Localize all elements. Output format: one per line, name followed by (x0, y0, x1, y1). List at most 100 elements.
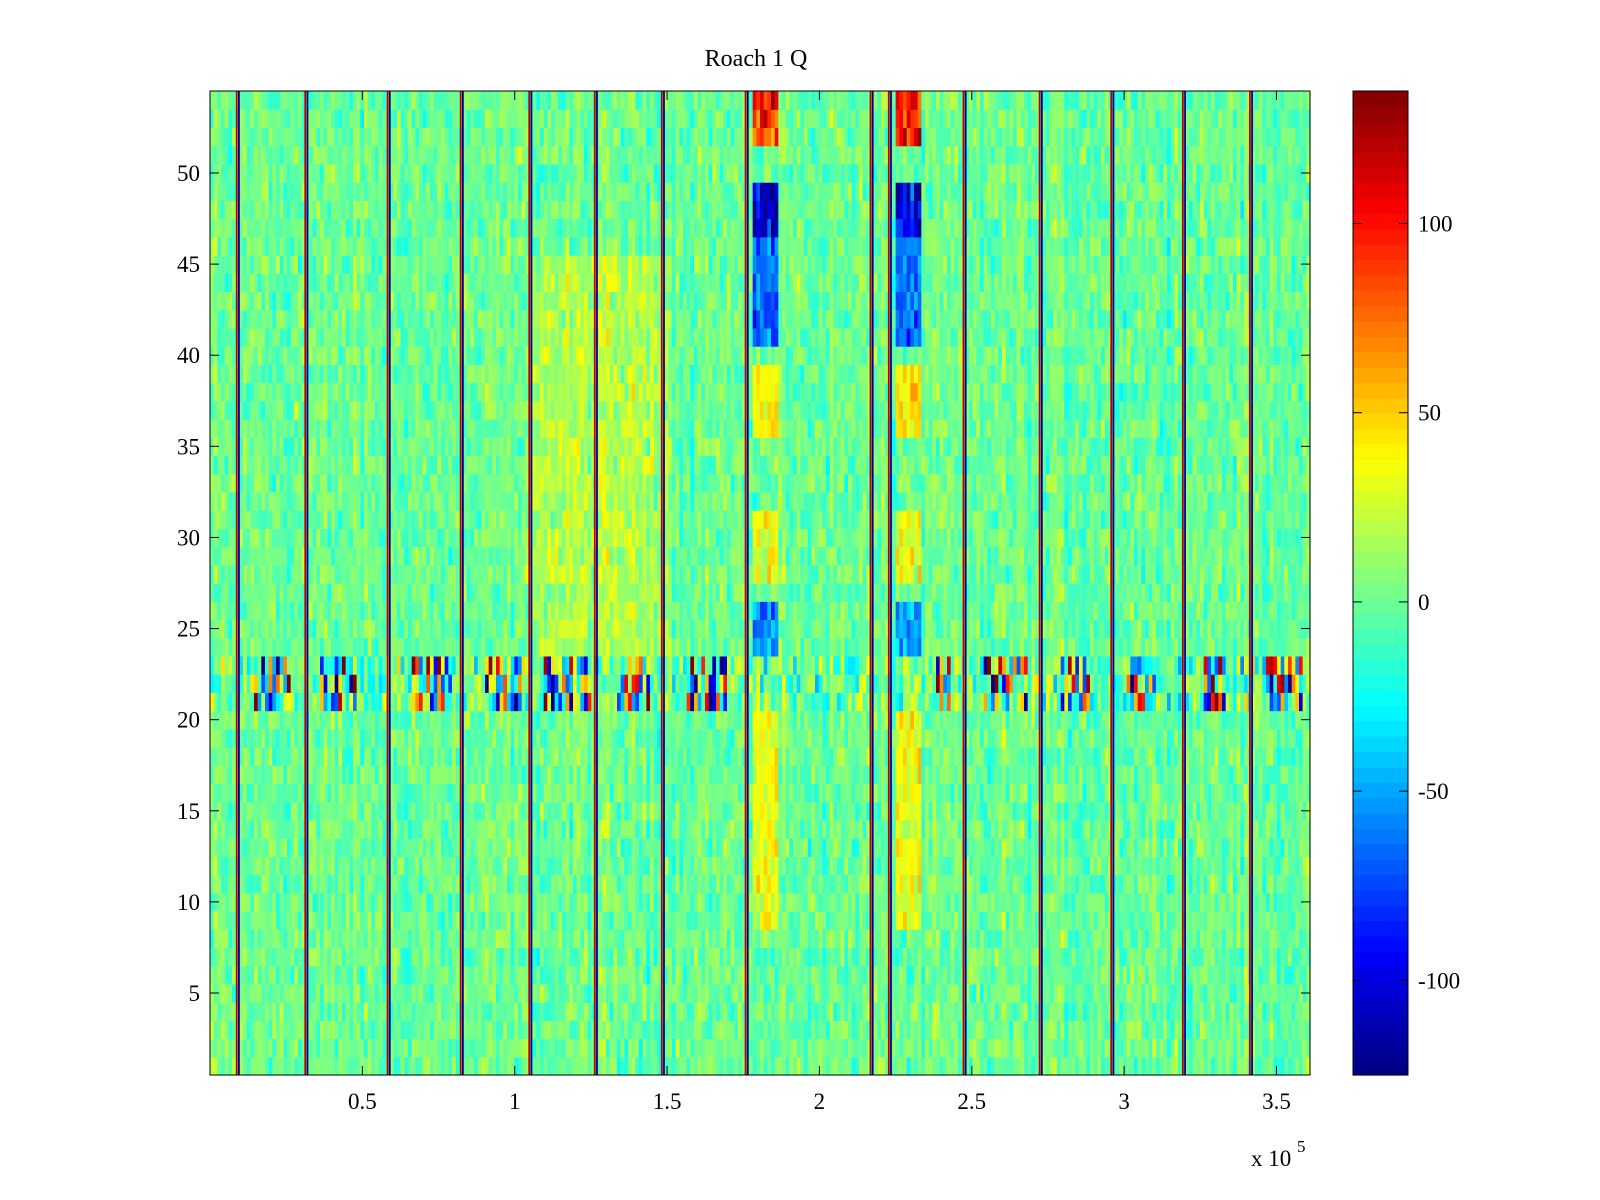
heatmap-cell (903, 929, 908, 949)
heatmap-cell (235, 1038, 240, 1058)
heatmap-cell (672, 783, 677, 803)
heatmap-cell (320, 783, 325, 803)
heatmap-cell (518, 783, 523, 803)
heatmap-cell (562, 819, 567, 839)
heatmap-cell (760, 801, 765, 821)
heatmap-cell (705, 819, 710, 839)
heatmap-cell (265, 1002, 270, 1021)
heatmap-cell (1086, 801, 1091, 821)
heatmap-cell (415, 1038, 420, 1058)
heatmap-cell (899, 783, 904, 803)
heatmap-cell (411, 983, 416, 1003)
heatmap-cell (474, 856, 479, 876)
heatmap-cell (1079, 965, 1084, 985)
heatmap-cell (767, 947, 772, 967)
heatmap-cell (969, 892, 974, 912)
heatmap-cell (972, 1056, 977, 1076)
heatmap-cell (811, 765, 816, 785)
heatmap-cell (811, 783, 816, 803)
heatmap-cell (1145, 965, 1150, 985)
heatmap-cell (807, 856, 812, 876)
heatmap-cell (617, 874, 622, 894)
heatmap-cell (1046, 874, 1051, 894)
heatmap-cell (448, 1020, 453, 1040)
heatmap-cell (903, 819, 908, 839)
heatmap-cell (851, 1038, 856, 1058)
heatmap-cell (734, 1020, 739, 1040)
heatmap-cell (965, 874, 970, 894)
heatmap-cell (650, 819, 655, 839)
heatmap-cell (1134, 1038, 1139, 1058)
heatmap-cell (488, 929, 493, 949)
heatmap-cell (430, 819, 435, 839)
heatmap-cell (290, 947, 295, 967)
heatmap-cell (540, 965, 545, 985)
heatmap-cell (221, 819, 226, 839)
heatmap-cell (562, 856, 567, 876)
heatmap-cell (943, 819, 948, 839)
heatmap-cell (290, 983, 295, 1003)
heatmap-cell (565, 983, 570, 1003)
heatmap-cell (1240, 947, 1245, 967)
heatmap-cell (569, 1056, 574, 1076)
heatmap-cell (364, 874, 369, 894)
heatmap-cell (969, 856, 974, 876)
heatmap-cell (309, 819, 314, 839)
heatmap-cell (250, 983, 255, 1003)
heatmap-cell (675, 783, 680, 803)
heatmap-cell (818, 1038, 823, 1058)
heatmap-cell (1170, 801, 1175, 821)
heatmap-cell (752, 819, 757, 839)
heatmap-cell (228, 838, 233, 857)
heatmap-cell (547, 929, 552, 949)
heatmap-cell (250, 947, 255, 967)
heatmap-cell (250, 819, 255, 839)
heatmap-cell (1273, 838, 1278, 857)
heatmap-cell (705, 892, 710, 912)
heatmap-cell (507, 783, 512, 803)
heatmap-cell (1200, 1056, 1205, 1076)
heatmap-cell (217, 856, 222, 876)
heatmap-cell (1090, 1056, 1095, 1076)
heatmap-cell (320, 765, 325, 785)
heatmap-cell (1269, 819, 1274, 839)
heatmap-cell (466, 929, 471, 949)
heatmap-cell (558, 765, 563, 785)
heatmap-cell (562, 801, 567, 821)
heatmap-cell (433, 819, 438, 839)
heatmap-cell (250, 1020, 255, 1040)
heatmap-cell (1005, 856, 1010, 876)
heatmap-cell (371, 838, 376, 857)
heatmap-cell (1082, 1038, 1087, 1058)
heatmap-cell (818, 947, 823, 967)
heatmap-cell (859, 892, 864, 912)
heatmap-cell (939, 911, 944, 930)
heatmap-cell (1038, 819, 1043, 839)
heatmap-cell (609, 1038, 614, 1058)
heatmap-cell (393, 911, 398, 930)
heatmap-cell (584, 1038, 589, 1058)
heatmap-cell (774, 892, 779, 912)
heatmap-cell (650, 892, 655, 912)
heatmap-cell (419, 1020, 424, 1040)
heatmap-cell (1086, 983, 1091, 1003)
heatmap-cell (1115, 1038, 1120, 1058)
heatmap-cell (1101, 1056, 1106, 1076)
heatmap-cell (532, 783, 537, 803)
heatmap-cell (345, 892, 350, 912)
heatmap-cell (848, 1038, 853, 1058)
heatmap-cell (892, 1002, 897, 1021)
heatmap-cell (364, 1038, 369, 1058)
heatmap-cell (829, 819, 834, 839)
heatmap-cell (1002, 856, 1007, 876)
heatmap-cell (1042, 801, 1047, 821)
heatmap-cell (686, 819, 691, 839)
heatmap-cell (1115, 947, 1120, 967)
heatmap-cell (1306, 1038, 1311, 1058)
heatmap-cell (716, 983, 721, 1003)
heatmap-cell (551, 911, 556, 930)
heatmap-cell (1086, 1002, 1091, 1021)
heatmap-cell (928, 929, 933, 949)
heatmap-cell (573, 1002, 578, 1021)
heatmap-cell (397, 1056, 402, 1076)
